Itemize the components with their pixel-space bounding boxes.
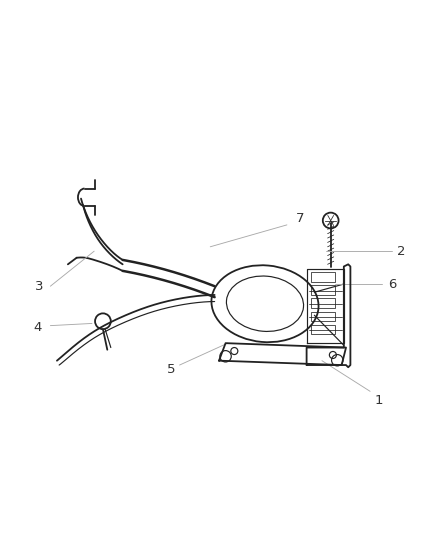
- Text: 5: 5: [166, 363, 175, 376]
- Bar: [311, 285, 335, 295]
- Text: 4: 4: [33, 321, 42, 334]
- Bar: [311, 312, 335, 321]
- Text: 2: 2: [396, 245, 405, 257]
- Text: 6: 6: [388, 278, 396, 290]
- Text: 3: 3: [35, 280, 44, 293]
- Bar: [311, 298, 335, 308]
- Text: 1: 1: [374, 393, 383, 407]
- Bar: [311, 325, 335, 334]
- Bar: [311, 272, 335, 282]
- Text: 7: 7: [296, 212, 304, 225]
